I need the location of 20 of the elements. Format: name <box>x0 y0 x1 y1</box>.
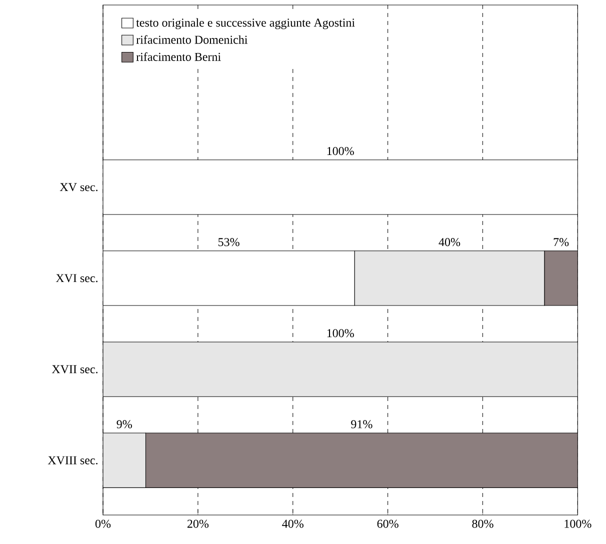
x-tick-label: 0% <box>95 520 111 528</box>
y-tick-label: XVIII sec. <box>48 456 98 464</box>
data-label: 100% <box>327 329 354 338</box>
x-tick-label: 100% <box>564 520 592 528</box>
y-tick-label: XV sec. <box>60 183 98 192</box>
data-label: 91% <box>351 420 372 428</box>
legend-label: rifacimento Domenichi <box>136 35 248 44</box>
data-label: 7% <box>554 238 569 246</box>
x-tick-label: 80% <box>472 520 494 528</box>
x-tick-label: 60% <box>377 520 398 528</box>
y-tick-label: XVI sec. <box>56 274 98 282</box>
legend-label: testo originale e successive aggiunte Agostini <box>136 18 355 30</box>
x-tick-label: 40% <box>282 520 304 528</box>
legend-label: rifacimento Berni <box>136 52 221 61</box>
data-label: 40% <box>438 238 460 246</box>
data-label: 100% <box>327 146 354 156</box>
y-tick-label: XVII sec. <box>52 365 98 374</box>
data-label: 53% <box>218 238 240 246</box>
data-label: 9% <box>116 420 132 428</box>
x-tick-label: 20% <box>187 520 209 528</box>
